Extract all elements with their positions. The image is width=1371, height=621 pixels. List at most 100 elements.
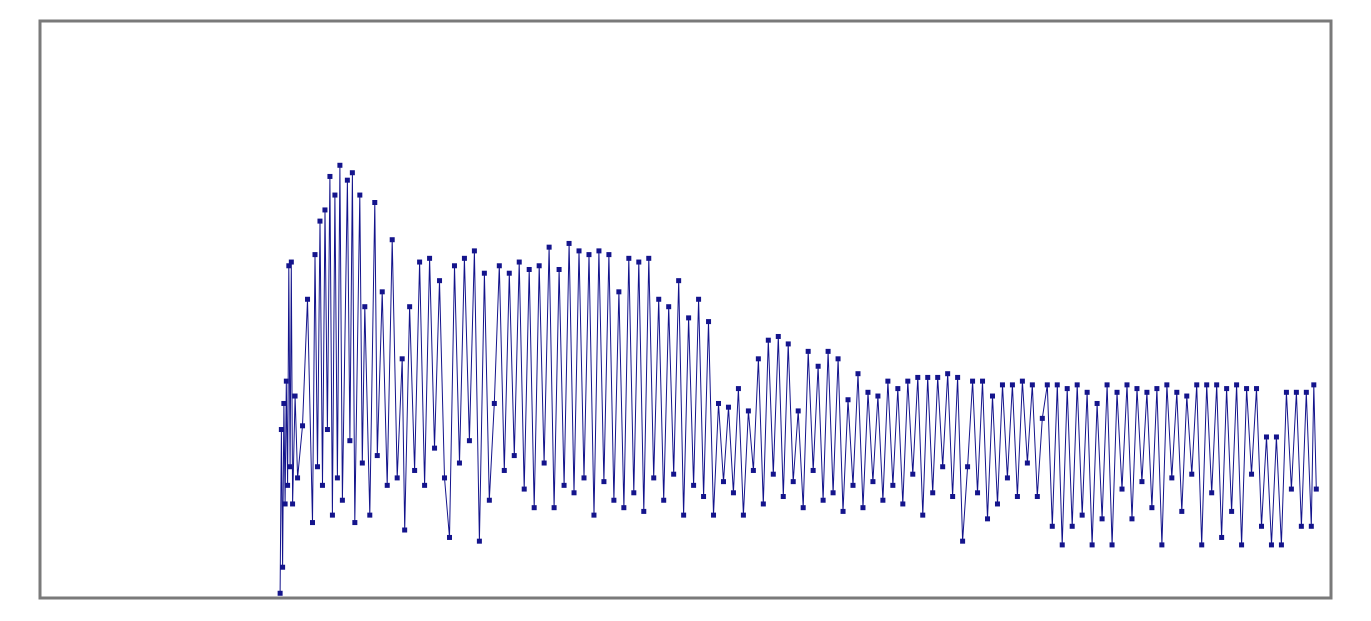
data-point — [780, 494, 786, 500]
data-point — [1313, 486, 1319, 492]
data-point — [374, 453, 380, 459]
data-point — [606, 252, 612, 258]
data-point — [466, 438, 472, 444]
data-point — [287, 464, 293, 470]
data-point — [327, 173, 333, 179]
data-point — [329, 512, 335, 518]
data-point — [1129, 516, 1135, 522]
data-point — [1114, 389, 1120, 395]
data-point — [384, 482, 390, 488]
data-point — [561, 482, 567, 488]
data-point — [1209, 490, 1215, 496]
data-point — [790, 479, 796, 485]
data-point — [1293, 389, 1299, 395]
data-point — [1239, 542, 1245, 548]
data-point — [1283, 389, 1289, 395]
data-point — [596, 248, 602, 254]
data-point — [910, 471, 916, 477]
data-point — [701, 494, 707, 500]
data-point — [1109, 542, 1115, 548]
data-point — [314, 464, 320, 470]
data-point — [1104, 382, 1110, 388]
data-point — [661, 497, 667, 503]
data-point — [641, 508, 647, 514]
data-point — [407, 304, 413, 310]
data-point — [352, 520, 358, 526]
data-point — [745, 408, 751, 414]
data-point — [1254, 386, 1260, 392]
data-point — [481, 270, 487, 276]
data-point — [1094, 400, 1100, 406]
data-point — [286, 263, 292, 269]
data-point — [283, 378, 289, 384]
data-point — [281, 400, 287, 406]
data-point — [611, 497, 617, 503]
data-point — [750, 467, 756, 473]
data-point — [506, 270, 512, 276]
data-point — [1311, 382, 1317, 388]
data-point — [1174, 389, 1180, 395]
data-point — [1069, 523, 1075, 529]
data-point — [1219, 534, 1225, 540]
data-point — [526, 266, 532, 272]
data-point — [1179, 508, 1185, 514]
data-point — [860, 505, 866, 511]
data-point — [501, 467, 507, 473]
data-point — [621, 505, 627, 511]
data-point — [870, 479, 876, 485]
marks — [277, 162, 1319, 596]
data-point — [1049, 523, 1055, 529]
data-point — [686, 315, 692, 321]
data-point — [725, 404, 731, 410]
data-point — [1039, 415, 1045, 421]
data-point — [696, 296, 702, 302]
data-point — [940, 464, 946, 470]
data-point — [471, 248, 477, 254]
data-point — [890, 482, 896, 488]
data-point — [476, 538, 482, 544]
data-point — [1124, 382, 1130, 388]
data-point — [427, 255, 433, 261]
data-point — [1298, 523, 1304, 529]
data-point — [344, 177, 350, 183]
data-point — [292, 393, 298, 399]
data-point — [347, 438, 353, 444]
data-point — [531, 505, 537, 511]
data-point — [636, 259, 642, 265]
data-point — [1184, 393, 1190, 399]
data-point — [815, 363, 821, 369]
data-point — [1159, 542, 1165, 548]
data-point — [935, 374, 941, 380]
data-point — [626, 255, 632, 261]
data-point — [1059, 542, 1065, 548]
data-point — [1014, 494, 1020, 500]
data-point — [795, 408, 801, 414]
data-point — [367, 512, 373, 518]
data-point — [720, 479, 726, 485]
data-point — [1263, 434, 1269, 440]
data-point — [785, 341, 791, 347]
data-point — [999, 382, 1005, 388]
data-point — [1224, 386, 1230, 392]
data-point — [339, 497, 345, 503]
data-point — [1074, 382, 1080, 388]
data-point — [551, 505, 557, 511]
data-point — [651, 475, 657, 481]
data-point — [280, 564, 286, 570]
data-point — [1029, 382, 1035, 388]
data-point — [305, 296, 311, 302]
data-point — [536, 263, 542, 269]
data-point — [412, 467, 418, 473]
data-point — [1259, 523, 1265, 529]
data-point — [451, 263, 457, 269]
data-point — [1234, 382, 1240, 388]
data-point — [446, 534, 452, 540]
data-point — [980, 378, 986, 384]
data-point — [716, 400, 722, 406]
plot-area — [40, 21, 1331, 598]
data-point — [288, 259, 294, 265]
data-point — [775, 333, 781, 339]
data-point — [417, 259, 423, 265]
data-point — [865, 389, 871, 395]
